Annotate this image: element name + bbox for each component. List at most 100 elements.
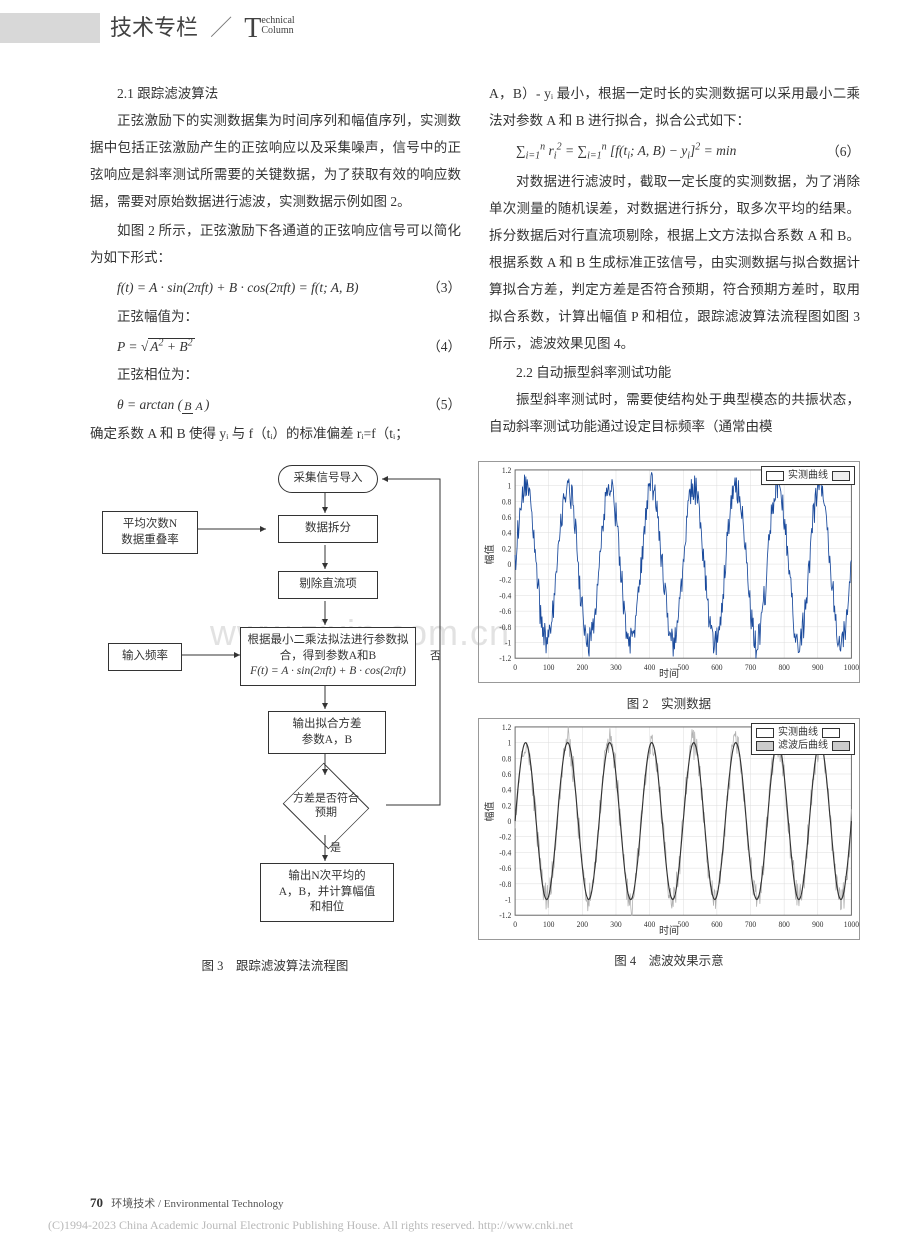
svg-text:700: 700 [745,920,756,929]
fig2-legend: 实测曲线 [761,466,855,485]
fig4-legend: 实测曲线 滤波后曲线 [751,723,855,755]
svg-text:1: 1 [508,482,512,491]
svg-text:0.8: 0.8 [502,754,512,763]
svg-text:500: 500 [678,920,689,929]
fc-label-no: 否 [430,647,441,663]
page-header: 技术专栏 ／ TechnicalColumn [0,0,920,55]
big-t-letter: T [244,13,261,44]
fc-out-line3: 和相位 [310,901,345,913]
equation-6: ∑i=1n ri2 = ∑i=1n [f(ti; A, B) − yi]2 = … [489,136,860,168]
svg-text:300: 300 [610,920,621,929]
caption-fig3: 图 3 跟踪滤波算法流程图 [90,955,460,974]
eq4-num: （4） [427,332,461,362]
svg-text:600: 600 [711,663,722,672]
fig2-legend-row: 实测曲线 [766,469,850,482]
svg-text:1.2: 1.2 [502,723,512,732]
main-text-area: 2.1 跟踪滤波算法 正弦激励下的实测数据集为时间序列和幅值序列，实测数据中包括… [0,55,920,449]
fig2-ylabel: 幅值 [481,545,496,565]
fc-node-decision: 方差是否符合 预期 [280,777,372,835]
para-l1: 正弦激励下的实测数据集为时间序列和幅值序列，实测数据中包括正弦激励产生的正弦响应… [90,107,461,215]
title-en-top: echnical [261,15,294,26]
svg-text:0: 0 [508,560,512,569]
fc-dec-line2: 预期 [315,807,337,819]
subhead-2-2: 2.2 自动振型斜率测试功能 [489,359,860,386]
svg-text:1000: 1000 [844,920,859,929]
fig4-legend-label2: 滤波后曲线 [778,739,828,752]
svg-text:0.2: 0.2 [502,801,512,810]
svg-text:400: 400 [644,663,655,672]
flowchart: 采集信号导入 数据拆分 平均次数N 数据重叠率 剔除直流项 根据最小二乘法拟法进… [90,461,460,951]
eq5-num: （5） [427,390,461,420]
para-l2: 如图 2 所示，正弦激励下各通道的正弦响应信号可以简化为如下形式： [90,217,461,271]
svg-text:0: 0 [513,920,517,929]
para-r1: A，B）- yᵢ 最小，根据一定时长的实测数据可以采用最小二乘法对参数 A 和 … [489,80,860,134]
title-en-bot: Column [261,25,293,36]
svg-text:1.2: 1.2 [502,466,512,475]
fc-node-split: 数据拆分 [278,515,378,543]
fig4-ylabel: 幅值 [481,802,496,822]
svg-text:0.8: 0.8 [502,497,512,506]
svg-text:0.2: 0.2 [502,544,512,553]
svg-text:100: 100 [543,663,554,672]
figures-row: 采集信号导入 数据拆分 平均次数N 数据重叠率 剔除直流项 根据最小二乘法拟法进… [0,449,920,974]
fig2-svg: 01002003004005006007008009001000-1.2-1-0… [479,462,859,682]
svg-text:-0.4: -0.4 [499,591,511,600]
svg-text:600: 600 [711,920,722,929]
section-title-cn: 技术专栏 [110,15,198,40]
svg-text:0.6: 0.6 [502,513,512,522]
fig2-legend-swatch2 [832,471,850,481]
equation-3: f(t) = A · sin(2πft) + B · cos(2πft) = f… [90,273,461,303]
right-column: A，B）- yᵢ 最小，根据一定时长的实测数据可以采用最小二乘法对参数 A 和 … [489,80,860,449]
fig4-legend-row2: 滤波后曲线 [756,739,850,752]
para-r2: 对数据进行滤波时，截取一定长度的实测数据，为了消除单次测量的随机误差，对数据进行… [489,168,860,357]
right-figures: 01002003004005006007008009001000-1.2-1-0… [478,461,860,974]
equation-5: θ = arctan (BA) （5） [90,390,461,420]
fc-node-output: 输出N次平均的 A，B，并计算幅值 和相位 [260,863,394,922]
svg-text:1: 1 [508,739,512,748]
fc-ls-line2: 合，得到参数A和B [280,650,376,662]
fig4-legend-blank2 [832,741,850,751]
svg-text:-0.6: -0.6 [499,607,511,616]
svg-text:0: 0 [508,817,512,826]
page-footer: 70 环境技术 / Environmental Technology [90,1195,284,1211]
svg-text:-1.2: -1.2 [499,911,511,920]
svg-text:-1.2: -1.2 [499,654,511,663]
svg-text:400: 400 [644,920,655,929]
figure-3: 采集信号导入 数据拆分 平均次数N 数据重叠率 剔除直流项 根据最小二乘法拟法进… [90,461,460,974]
svg-text:-0.4: -0.4 [499,848,511,857]
fc-node-dc: 剔除直流项 [278,571,378,599]
fc-dec-line1: 方差是否符合 [293,793,359,805]
page-number: 70 [90,1195,103,1210]
svg-text:900: 900 [812,663,823,672]
fc-node-ls: 根据最小二乘法拟法进行参数拟 合，得到参数A和B F(t) = A · sin(… [240,627,416,686]
fc-side-avg: 平均次数N 数据重叠率 [102,511,198,554]
copyright-line: (C)1994-2023 China Academic Journal Elec… [48,1218,573,1233]
svg-text:300: 300 [610,663,621,672]
fc-node-start: 采集信号导入 [278,465,378,493]
svg-text:500: 500 [678,663,689,672]
eq3-num: （3） [427,273,461,303]
fc-var-line1: 输出拟合方差 [293,718,362,730]
figure-2-chart: 01002003004005006007008009001000-1.2-1-0… [478,461,860,683]
fig2-legend-label: 实测曲线 [788,469,828,482]
fc-out-line2: A，B，并计算幅值 [279,886,375,898]
svg-text:200: 200 [577,920,588,929]
equation-4: P = √A2 + B2 （4） [90,332,461,362]
svg-text:800: 800 [778,663,789,672]
svg-text:100: 100 [543,920,554,929]
fc-side-avg-line1: 平均次数N [123,518,177,530]
fc-side-avg-line2: 数据重叠率 [121,534,179,546]
fc-var-line2: 参数A，B [302,734,352,746]
svg-text:-0.8: -0.8 [499,623,511,632]
fig4-legend-row1: 实测曲线 [756,726,850,739]
fig2-legend-swatch [766,471,784,481]
svg-text:200: 200 [577,663,588,672]
section-title: 技术专栏 ／ TechnicalColumn [110,10,295,45]
fc-ls-line1: 根据最小二乘法拟法进行参数拟 [248,634,409,646]
title-slash: ／ [210,15,232,40]
caption-fig2: 图 2 实测数据 [478,693,860,712]
svg-text:800: 800 [778,920,789,929]
svg-text:0.6: 0.6 [502,770,512,779]
fc-label-yes: 是 [330,839,341,855]
svg-text:900: 900 [812,920,823,929]
